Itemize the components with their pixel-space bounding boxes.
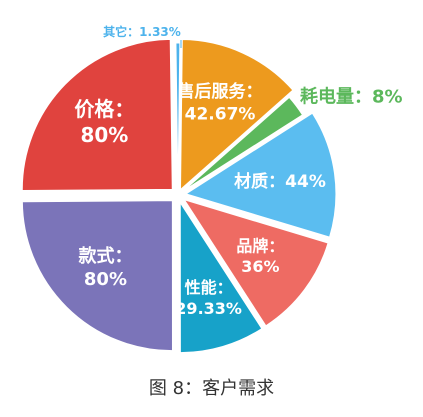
pie-slice-2 [184,96,304,191]
slice-label-8: 其它：1.33% [103,24,181,39]
pie-slice-8 [175,42,181,194]
slice-label-5: 性能： 29.33% [175,278,242,318]
slice-label-4: 品牌： 36% [236,236,284,276]
pie-slice-6 [21,200,173,352]
slice-label-6: 款式： 80% [78,245,132,290]
figure-caption: 图 8：客户需求 [148,378,275,399]
pie-slice-7 [21,38,173,191]
pie-slice-1 [179,39,294,191]
pie-slice-4 [183,198,329,327]
slice-label-7: 价格： 80% [74,97,134,147]
slice-label-1: 售后服务： 42.67% [178,81,263,124]
pie-chart: 售后服务： 42.67% 耗电量：8% 材质：44% 品牌： 36%性能： 29.33% 款式… [21,24,403,354]
pie-slice-3 [184,112,337,238]
pie-slice-5 [179,200,263,354]
slice-label-3: 材质：44% [234,171,326,192]
slice-label-2: 耗电量：8% [300,85,403,107]
